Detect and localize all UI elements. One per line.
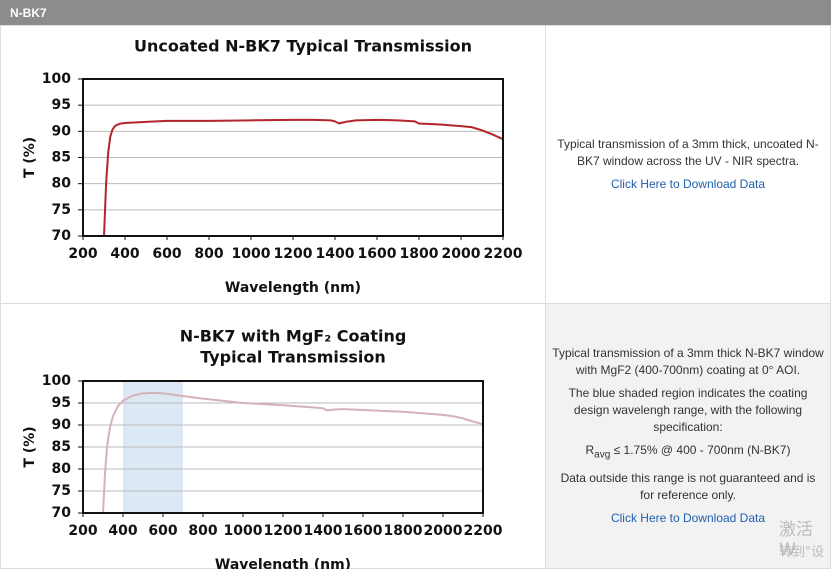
- x-tick-label: 2200: [484, 246, 523, 262]
- watermark: 转到"设: [779, 545, 824, 560]
- y-tick-label: 100: [42, 71, 71, 87]
- x-tick-label: 1600: [344, 523, 383, 539]
- x-axis-label: Wavelength (nm): [225, 280, 361, 296]
- x-axis-label: Wavelength (nm): [215, 557, 351, 569]
- x-tick-label: 1200: [274, 246, 313, 262]
- description-cell: Typical transmission of a 3mm thick, unc…: [545, 25, 831, 304]
- header-title: N-BK7: [10, 6, 47, 20]
- x-tick-label: 1000: [224, 523, 263, 539]
- description: Typical transmission of a 3mm thick, unc…: [557, 137, 819, 168]
- x-tick-label: 2200: [464, 523, 503, 539]
- chart-title: Typical Transmission: [200, 348, 386, 367]
- y-tick-label: 85: [52, 439, 71, 455]
- download-link[interactable]: Click Here to Download Data: [610, 177, 766, 191]
- y-tick-label: 95: [52, 97, 71, 113]
- plot-frame: [82, 380, 484, 514]
- x-tick-label: 200: [68, 523, 97, 539]
- x-tick-label: 2000: [424, 523, 463, 539]
- x-tick-label: 200: [68, 246, 97, 262]
- x-tick-label: 1800: [400, 246, 439, 262]
- x-tick-label: 1400: [304, 523, 343, 539]
- y-axis-label: T (%): [22, 426, 38, 467]
- description: Typical transmission of a 3mm thick N-BK…: [552, 346, 824, 378]
- y-tick-label: 80: [52, 176, 72, 192]
- x-tick-label: 400: [110, 246, 139, 262]
- y-tick-label: 90: [52, 417, 72, 433]
- x-tick-label: 800: [194, 246, 223, 262]
- specification: Ravg ≤ 1.75% @ 400 - 700nm (N-BK7): [552, 442, 824, 463]
- note: Data outside this range is not guarantee…: [560, 470, 816, 502]
- y-tick-label: 95: [52, 395, 71, 411]
- plot-frame: [82, 78, 504, 237]
- x-tick-label: 1400: [316, 246, 355, 262]
- transmission-line: [103, 118, 503, 237]
- description: The blue shaded region indicates the coa…: [568, 386, 808, 435]
- watermark: 激活 W: [779, 520, 813, 560]
- y-tick-label: 90: [52, 123, 72, 139]
- x-tick-label: 1800: [384, 523, 423, 539]
- y-tick-label: 100: [42, 373, 71, 389]
- transmission-line: [102, 391, 483, 514]
- spec-symbol: R: [585, 443, 595, 458]
- y-tick-label: 75: [52, 483, 71, 499]
- x-tick-label: 400: [108, 523, 137, 539]
- header-bar: N-BK7: [0, 0, 831, 25]
- y-tick-label: 75: [52, 202, 71, 218]
- spec-text: ≤ 1.75% @ 400 - 700nm (N-BK7): [610, 443, 791, 458]
- y-axis-label: T (%): [22, 137, 38, 178]
- y-tick-label: 70: [52, 228, 72, 244]
- y-tick-label: 85: [52, 150, 71, 166]
- x-tick-label: 1600: [358, 246, 397, 262]
- chart-title: Uncoated N-BK7 Typical Transmission: [134, 37, 472, 56]
- spec-subscript: avg: [594, 449, 611, 461]
- x-tick-label: 1200: [264, 523, 303, 539]
- y-tick-label: 80: [52, 461, 72, 477]
- x-tick-label: 600: [152, 246, 181, 262]
- chart-title: N-BK7 with MgF₂ Coating: [180, 327, 407, 346]
- x-tick-label: 1000: [232, 246, 271, 262]
- x-tick-label: 2000: [442, 246, 481, 262]
- download-link[interactable]: Click Here to Download Data: [610, 510, 766, 525]
- x-tick-label: 600: [148, 523, 177, 539]
- y-tick-label: 70: [52, 505, 72, 521]
- x-tick-label: 800: [188, 523, 217, 539]
